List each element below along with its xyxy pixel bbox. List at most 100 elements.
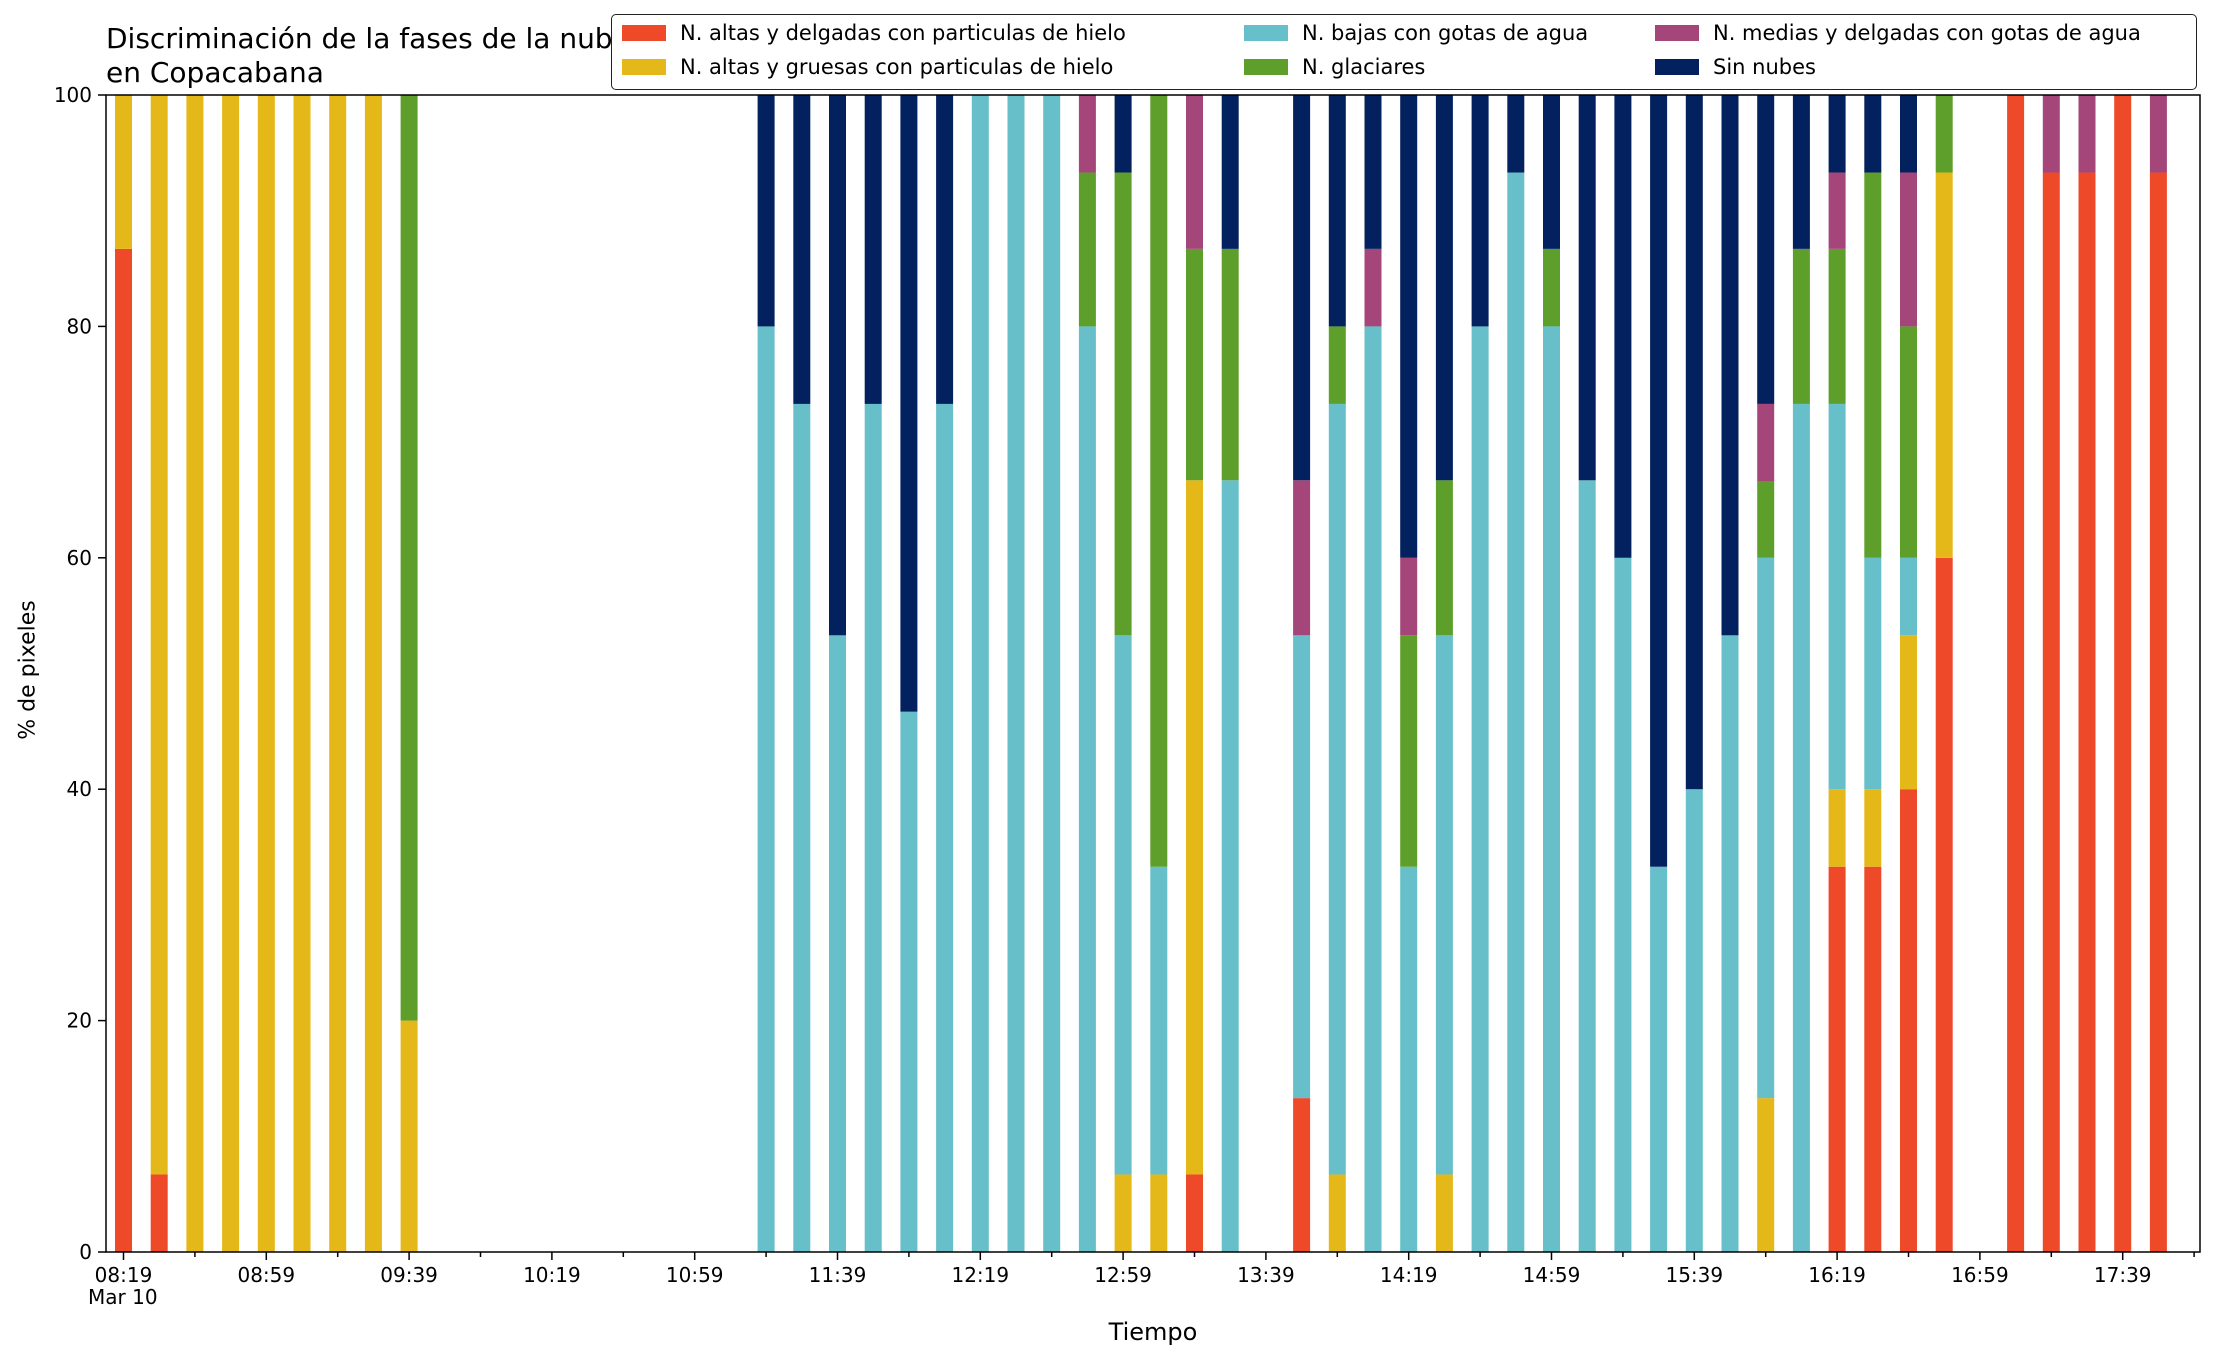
- y-tick-label: 0: [79, 1240, 92, 1264]
- x-tick-label: 10:59: [666, 1263, 724, 1287]
- bar-segment: [1150, 866, 1168, 1175]
- bar-segment: [1471, 95, 1489, 327]
- bar-segment: [150, 95, 168, 1175]
- bar-segment: [1685, 95, 1703, 790]
- bar-segment: [1864, 172, 1882, 558]
- bar-segment: [2042, 95, 2060, 173]
- legend-label: N. altas y delgadas con particulas de hi…: [680, 21, 1126, 45]
- y-tick-label: 80: [67, 314, 92, 338]
- bar-segment: [900, 95, 918, 712]
- x-tick-label: 16:19: [1808, 1263, 1866, 1287]
- bar-segment: [293, 95, 311, 1252]
- bar-segment: [1721, 95, 1739, 636]
- bar-segment: [222, 95, 240, 1252]
- bar-segment: [1757, 557, 1775, 1099]
- bar-segment: [1792, 403, 1810, 1252]
- x-tick-label: 08:19: [95, 1263, 153, 1287]
- legend-label: N. medias y delgadas con gotas de agua: [1713, 21, 2141, 45]
- bar-segment: [1293, 1098, 1311, 1252]
- bar-segment: [1900, 95, 1917, 173]
- y-tick-label: 20: [67, 1009, 92, 1033]
- bar-segment: [115, 95, 132, 249]
- bar-segment: [1900, 557, 1917, 636]
- bar-segment: [1757, 1098, 1775, 1252]
- legend-swatch: [1655, 59, 1699, 75]
- x-tick-label: 16:59: [1951, 1263, 2009, 1287]
- x-tick-label: 12:19: [951, 1263, 1009, 1287]
- x-tick-label: 08:59: [237, 1263, 295, 1287]
- bar-segment: [1900, 789, 1917, 1252]
- bar-segment: [1150, 95, 1168, 867]
- bar-segment: [936, 95, 954, 404]
- bar-segment: [829, 95, 846, 636]
- bar-segment: [2042, 172, 2060, 1252]
- legend-label: N. altas y gruesas con particulas de hie…: [680, 55, 1114, 79]
- bar-segment: [1828, 95, 1846, 173]
- x-tick-label: 17:39: [2094, 1263, 2152, 1287]
- bar-segment: [400, 95, 418, 1021]
- bar-segment: [1007, 95, 1025, 1252]
- bar-segment: [1435, 1174, 1453, 1252]
- bar-segment: [1186, 480, 1203, 1175]
- legend-swatch: [622, 25, 666, 41]
- bars-group: [115, 95, 2167, 1253]
- x-tick-label: 14:19: [1380, 1263, 1438, 1287]
- legend-label: N. glaciares: [1302, 55, 1426, 79]
- bar-segment: [1900, 635, 1917, 790]
- bar-segment: [1650, 95, 1668, 867]
- x-axis-label: Tiempo: [1108, 1318, 1198, 1346]
- bar-segment: [1078, 326, 1096, 1252]
- legend-label: N. bajas con gotas de agua: [1302, 21, 1589, 45]
- x-tick-label: 12:59: [1094, 1263, 1152, 1287]
- bar-segment: [1186, 95, 1203, 249]
- bar-segment: [1792, 95, 1810, 249]
- bar-segment: [1400, 557, 1418, 636]
- legend-label: Sin nubes: [1713, 55, 1816, 79]
- bar-segment: [1828, 248, 1846, 404]
- bar-segment: [1543, 248, 1560, 327]
- bar-segment: [2007, 95, 2025, 1252]
- bar-segment: [1507, 172, 1525, 1252]
- bar-segment: [1507, 95, 1525, 173]
- bar-segment: [1935, 557, 1953, 1252]
- legend-item-altas-gruesas: N. altas y gruesas con particulas de hie…: [622, 55, 1113, 79]
- bar-segment: [1114, 172, 1132, 636]
- bar-segment: [793, 403, 811, 1252]
- legend-swatch: [1655, 25, 1699, 41]
- bar-segment: [1400, 95, 1418, 558]
- bar-segment: [1400, 866, 1418, 1252]
- x-tick-label: 13:39: [1237, 1263, 1295, 1287]
- bar-segment: [1328, 403, 1346, 1175]
- legend-item-medias: N. medias y delgadas con gotas de agua: [1655, 21, 2141, 45]
- bar-segment: [1435, 480, 1453, 636]
- plot-area-frame: [105, 94, 2201, 1253]
- legend-swatch: [1244, 25, 1288, 41]
- bar-segment: [1721, 635, 1739, 1252]
- bar-segment: [1078, 95, 1096, 173]
- x-tick-label: 15:39: [1665, 1263, 1723, 1287]
- bar-segment: [1828, 789, 1846, 867]
- bar-segment: [186, 95, 204, 1252]
- bar-segment: [1935, 172, 1953, 558]
- legend-item-sin-nubes: Sin nubes: [1655, 55, 1816, 79]
- bar-segment: [1900, 172, 1917, 327]
- legend: N. altas y delgadas con particulas de hi…: [611, 14, 2197, 90]
- bar-segment: [364, 95, 382, 1252]
- bar-segment: [1435, 95, 1453, 481]
- bar-segment: [864, 403, 882, 1252]
- bar-segment: [1864, 866, 1882, 1252]
- bar-segment: [1650, 866, 1668, 1252]
- bar-segment: [1543, 326, 1560, 1252]
- legend-item-bajas: N. bajas con gotas de agua: [1244, 21, 1588, 45]
- bar-segment: [1935, 95, 1953, 173]
- bar-segment: [1328, 95, 1346, 327]
- bar-segment: [1186, 248, 1203, 481]
- x-tick-label: 09:39: [380, 1263, 438, 1287]
- bar-segment: [1114, 95, 1132, 173]
- bar-segment: [400, 1020, 418, 1252]
- legend-swatch: [1244, 59, 1288, 75]
- chart-title: Discriminación de la fases de la nube en…: [106, 22, 630, 89]
- bar-segment: [2149, 172, 2167, 1252]
- legend-item-glaciares: N. glaciares: [1244, 55, 1425, 79]
- bar-segment: [1543, 95, 1560, 249]
